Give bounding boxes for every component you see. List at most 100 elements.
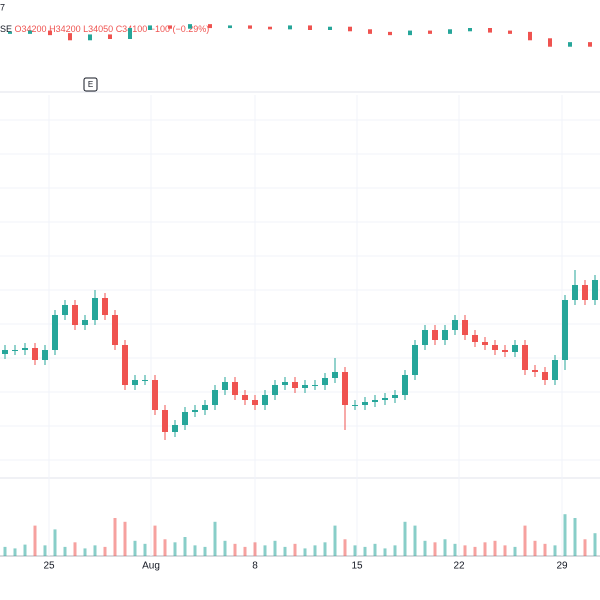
volume-bar [273,540,277,556]
candle-body [312,385,318,386]
candle-body [162,410,168,432]
volume-bar [53,529,57,556]
volume-bar [373,543,377,556]
candle-body [92,298,98,320]
volume-bar [93,545,97,556]
volume-bar [263,545,267,556]
candle-body [412,345,418,375]
volume-bar [503,545,507,556]
candle-body [32,348,38,360]
mini-candle [148,25,152,30]
volume-bar [393,545,397,556]
volume-bar [223,540,227,556]
mini-candle [8,31,12,34]
mini-candle [168,25,172,29]
candle-body [72,305,78,325]
candle-body [152,380,158,410]
candle-body [42,350,48,360]
candle-body [352,405,358,406]
mini-candle [288,25,292,30]
volume-bar [513,546,517,556]
x-tick-label: 25 [43,561,55,572]
candle-body [582,285,588,300]
candle-body [422,330,428,345]
legend-open: O34200 [15,24,47,34]
mini-candle [508,30,512,34]
event-marker-box[interactable] [83,77,98,92]
mini-candle [448,29,452,34]
volume-bar [473,546,477,556]
mini-candle [48,30,52,36]
candle-body [542,372,548,380]
candle-body [512,345,518,352]
volume-bar [83,548,87,556]
volume-bar [583,539,587,556]
candle-body [172,425,178,432]
volume-bar [163,539,167,556]
volume-bar [383,548,387,556]
candle-body [132,380,138,385]
volume-bar [553,545,557,556]
volume-bar [363,546,367,556]
candle-body [362,402,368,405]
candle-body [272,385,278,395]
mini-candle [248,25,252,29]
mini-candle [128,28,132,39]
candle-body [102,298,108,315]
mini-candle [348,26,352,32]
volume-bar [323,542,327,556]
candle-body [472,335,478,342]
volume-bar [153,525,157,556]
candle-body [532,370,538,372]
x-tick-label: 22 [453,561,465,572]
mini-candle [108,34,112,39]
volume-bar [253,542,257,556]
volume-bar [243,546,247,556]
volume-bar [203,546,207,556]
candle-body [12,350,18,351]
volume-bar [303,548,307,556]
volume-bar [33,525,37,556]
volume-bar [403,521,407,556]
event-marker[interactable]: E [88,80,93,89]
volume-bar [443,539,447,556]
volume-bar [343,539,347,556]
legend-low: L34050 [83,24,113,34]
volume-bar [43,545,47,556]
volume-bar [103,546,107,556]
mini-candle [88,34,92,41]
volume-bar [593,533,597,556]
volume-bar [313,545,317,556]
mini-candle [228,25,232,29]
candle-body [292,382,298,388]
volume-bar [453,543,457,556]
x-tick-label: 29 [556,561,568,572]
volume-bar [543,543,547,556]
candle-body [382,398,388,400]
volume-bar [193,545,197,556]
volume-bar [73,542,77,556]
candle-body [82,320,88,325]
volume-bar [113,518,117,556]
candle-body [522,345,528,370]
candle-body [142,380,148,381]
mini-candle [568,42,572,47]
volume-bar [123,521,127,556]
volume-bar [233,543,237,556]
volume-bar [523,525,527,556]
candle-body [282,382,288,385]
volume-bar [563,514,567,556]
mini-candle [428,30,432,34]
volume-bar [213,521,217,556]
mini-candle [388,31,392,36]
volume-bar [333,525,337,556]
volume-bar [13,548,17,556]
candle-body [432,330,438,340]
volume-bar [3,546,7,556]
volume-bar [533,540,537,556]
candle-body [22,348,28,350]
legend-prefix: SE [0,24,12,34]
candle-body [442,330,448,340]
